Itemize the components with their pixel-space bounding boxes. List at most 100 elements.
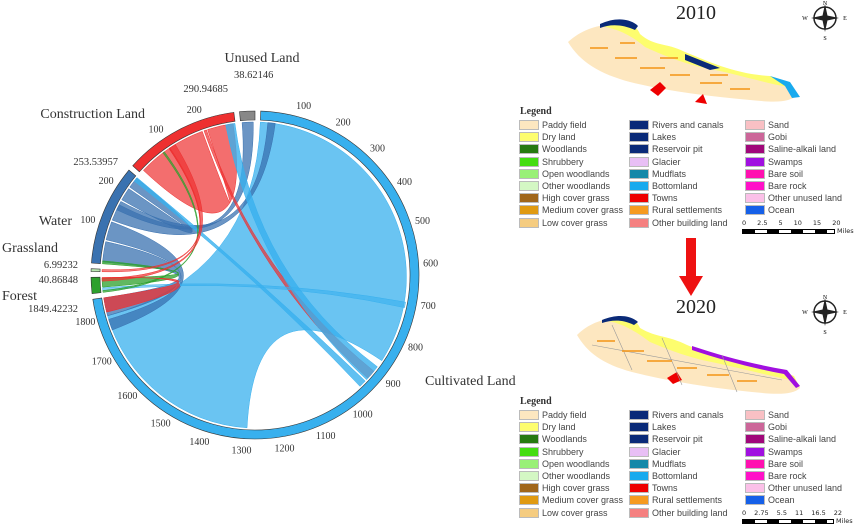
legend-swatch <box>519 168 539 179</box>
arrow-down-icon <box>679 238 703 296</box>
total-label: 290.94685 <box>183 84 228 95</box>
legend-label: Glacier <box>652 446 681 457</box>
scale-label: 11 <box>794 509 804 517</box>
legend-item: Lakes <box>626 421 742 433</box>
legend-item: Paddy field <box>516 409 626 421</box>
legend-item: Other unused land <box>742 192 856 204</box>
legend-item: Sand <box>742 119 856 131</box>
legend-swatch <box>519 483 539 494</box>
legend-swatch <box>519 507 539 518</box>
legend-label: Other woodlands <box>542 181 611 192</box>
legend-swatch <box>745 410 765 421</box>
legend-swatch <box>519 193 539 204</box>
scale-label: 20 <box>832 219 841 227</box>
scale-unit: Miles <box>836 517 853 525</box>
chord-ribbon <box>111 122 276 235</box>
legend-swatch <box>519 495 539 506</box>
legend-item: High cover grass <box>516 482 626 494</box>
scale-label: 5 <box>778 219 783 227</box>
tick-label: 1100 <box>316 431 336 442</box>
legend-label: Gobi <box>768 132 788 143</box>
total-label: 253.53957 <box>73 157 118 168</box>
legend-swatch <box>629 181 649 192</box>
scale-label: 22 <box>833 509 843 517</box>
chord-ribbon <box>105 221 184 331</box>
scale-label: 5.5 <box>776 509 787 517</box>
legend-item: Low cover grass <box>516 507 626 519</box>
category-label: Construction Land <box>40 107 145 122</box>
legend-item: Towns <box>626 192 742 204</box>
legend-label: Swamps <box>768 446 803 457</box>
legend-swatch <box>745 132 765 143</box>
tick-label: 200 <box>187 105 202 116</box>
legend-label: Towns <box>652 193 678 204</box>
legend-item: Other unused land <box>742 482 856 494</box>
legend-swatch <box>629 144 649 155</box>
legend-label: Medium cover grass <box>542 205 624 216</box>
legend-item: Bare rock <box>742 180 856 192</box>
tick-label: 800 <box>408 342 423 353</box>
legend-label: Woodlands <box>542 434 587 445</box>
legend-item: Paddy field <box>516 119 626 131</box>
legend-item: Swamps <box>742 156 856 168</box>
legend-item: Mudflats <box>626 458 742 470</box>
legend-item: Dry land <box>516 131 626 143</box>
legend-label: Bare soil <box>768 168 804 179</box>
legend-label: High cover grass <box>542 193 610 204</box>
legend-item: Gobi <box>742 421 856 433</box>
legend-swatch <box>745 458 765 469</box>
legend-label: Other unused land <box>768 193 843 204</box>
legend-item: Lakes <box>626 131 742 143</box>
legend-label: Rural settlements <box>652 495 723 506</box>
legend-label: Bottomland <box>652 471 698 482</box>
legend-swatch <box>519 156 539 167</box>
tick-label: 1500 <box>151 419 171 430</box>
tick-label: 1400 <box>189 437 209 448</box>
legend-label: Woodlands <box>542 144 587 155</box>
group-arc-forest <box>90 276 102 294</box>
legend-label: Reservoir pit <box>652 434 703 445</box>
legend-swatch <box>519 205 539 216</box>
legend-label: Reservoir pit <box>652 144 703 155</box>
legend-label: Saline-alkali land <box>768 144 837 155</box>
legend-swatch <box>629 168 649 179</box>
tick-label: 200 <box>99 176 114 187</box>
tick-label: 400 <box>397 177 412 188</box>
tick-label: 100 <box>296 101 311 112</box>
legend-label: Swamps <box>768 156 803 167</box>
legend-item: Reservoir pit <box>626 433 742 445</box>
legend-item: Shrubbery <box>516 156 626 168</box>
scale-label: 2.75 <box>754 509 769 517</box>
map-title-2020: 2020 <box>676 296 716 318</box>
scale-bar-2020: 0 2.75 5.5 11 16.5 22 Miles <box>742 509 853 525</box>
legend-label: Medium cover grass <box>542 495 624 506</box>
legend-swatch <box>519 422 539 433</box>
group-arc-grassland <box>90 268 101 273</box>
chord-ribbon <box>101 277 180 313</box>
legend-label: High cover grass <box>542 483 610 494</box>
group-arc-cultivated-land <box>92 110 420 440</box>
tick-label: 1600 <box>117 391 137 402</box>
legend-item: Sand <box>742 409 856 421</box>
legend-item: Shrubbery <box>516 446 626 458</box>
legend-item: Rivers and canals <box>626 409 742 421</box>
legend-label: Bare rock <box>768 471 807 482</box>
tick-label: 100 <box>80 215 95 226</box>
legend-swatch <box>629 446 649 457</box>
legend-swatch <box>745 434 765 445</box>
chord-diagram: 100 200 300 400 500 600 700 800 900 1000 1100 1200 1… <box>2 51 516 456</box>
tick-label: 1800 <box>75 317 95 328</box>
compass-rose-icon: N S W E <box>802 1 847 42</box>
legend-swatch <box>745 205 765 216</box>
group-arc-construction-land <box>132 112 236 173</box>
legend-item: Other woodlands <box>516 180 626 192</box>
category-label: Cultivated Land <box>425 374 516 389</box>
compass-s: S <box>823 330 826 336</box>
legend-2020: Legend Paddy field Dry land Woodlands Shrubb… <box>516 396 856 519</box>
legend-swatch <box>629 205 649 216</box>
legend-swatch <box>519 132 539 143</box>
legend-label: Mudflats <box>652 168 687 179</box>
legend-label: Other unused land <box>768 483 843 494</box>
legend-item: Rivers and canals <box>626 119 742 131</box>
legend-label: Bare soil <box>768 458 804 469</box>
